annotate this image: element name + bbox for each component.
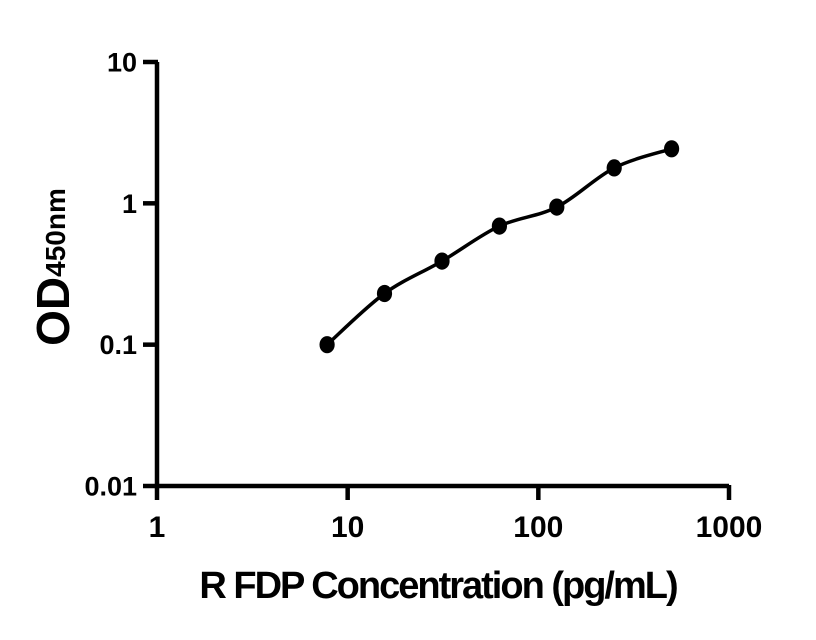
y-axis-title: OD450nm bbox=[27, 188, 79, 346]
x-tick-label: 1000 bbox=[696, 511, 763, 544]
y-axis-title-subscript: 450nm bbox=[40, 188, 71, 277]
axis-frame bbox=[154, 62, 729, 489]
data-point bbox=[434, 252, 450, 270]
plot-area: 10 1 0.1 0.01 1 10 100 1000 bbox=[84, 48, 762, 545]
data-point bbox=[491, 217, 507, 235]
x-tick-label: 100 bbox=[513, 511, 563, 544]
data-point bbox=[319, 336, 335, 354]
y-tick-label: 0.1 bbox=[99, 330, 137, 360]
x-tick-label: 1 bbox=[149, 511, 166, 544]
x-axis-title: R FDP Concentration (pg/mL) bbox=[199, 565, 677, 607]
y-tick-label: 10 bbox=[107, 48, 137, 78]
y-axis-title-main: OD bbox=[27, 277, 79, 346]
data-point bbox=[606, 159, 622, 177]
data-point bbox=[376, 284, 393, 303]
fit-curve bbox=[325, 147, 673, 347]
y-tick-label: 0.01 bbox=[84, 472, 137, 502]
x-tick-label: 10 bbox=[331, 511, 364, 544]
data-point bbox=[664, 140, 680, 158]
data-point bbox=[549, 198, 565, 216]
y-tick-label: 1 bbox=[122, 189, 137, 219]
